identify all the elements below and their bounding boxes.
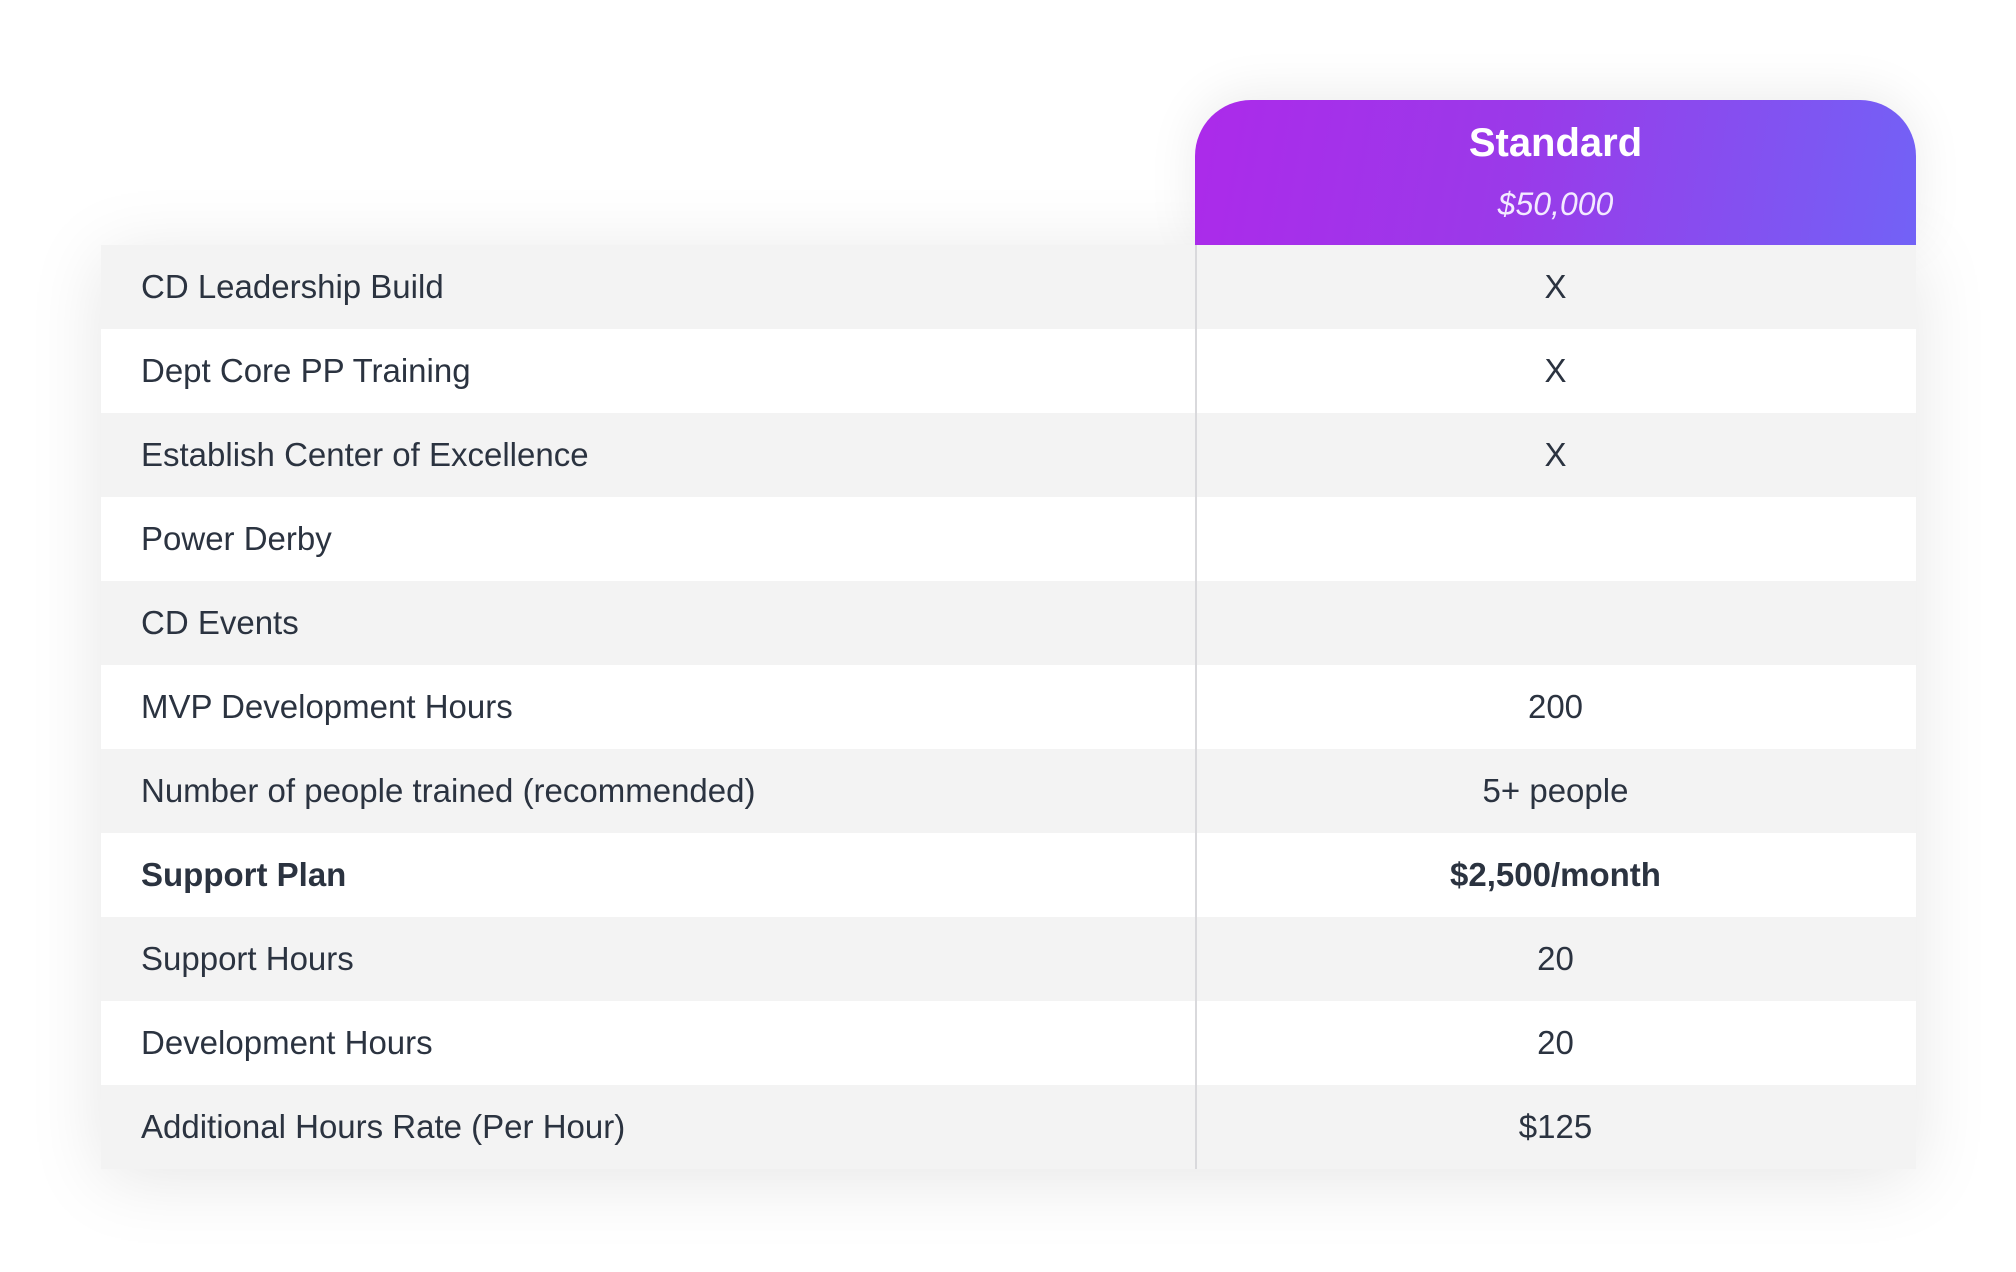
plan-name: Standard [1468, 121, 1643, 165]
row-label: MVP Development Hours [141, 688, 513, 725]
table-row: Number of people trained (recommended) 5… [101, 749, 1916, 833]
row-label: Dept Core PP Training [141, 352, 471, 389]
row-label: Power Derby [141, 520, 332, 557]
table-row: CD Leadership Build X [101, 245, 1916, 329]
table-row-support-plan: Support Plan $2,500/month [101, 833, 1916, 917]
table-row: Support Hours 20 [101, 917, 1916, 1001]
row-label: Development Hours [141, 1024, 433, 1061]
row-value: X [1544, 352, 1567, 389]
table-row: Dept Core PP Training X [101, 329, 1916, 413]
row-value: 5+ people [1482, 772, 1629, 809]
table-row: MVP Development Hours 200 [101, 665, 1916, 749]
row-value: $2,500/month [1450, 856, 1661, 893]
table-row: Additional Hours Rate (Per Hour) $125 [101, 1085, 1916, 1169]
row-value: $125 [1518, 1108, 1593, 1145]
plan-header-standard: Standard $50,000 [1195, 100, 1916, 245]
row-label: Support Plan [141, 856, 347, 893]
row-value: X [1544, 268, 1567, 305]
table-row: Establish Center of Excellence X [101, 413, 1916, 497]
row-value: 20 [1537, 1024, 1574, 1061]
row-label: CD Leadership Build [141, 268, 444, 305]
table-row: Development Hours 20 [101, 1001, 1916, 1085]
table-row: Power Derby [101, 497, 1916, 581]
table-row: CD Events [101, 581, 1916, 665]
row-value: 200 [1527, 688, 1584, 725]
column-divider [1195, 245, 1197, 1169]
row-value: X [1544, 436, 1567, 473]
row-label: Establish Center of Excellence [141, 436, 589, 473]
plan-price: $50,000 [1497, 186, 1614, 222]
comparison-table: CD Leadership Build X Dept Core PP Train… [101, 245, 1916, 1169]
row-label: Additional Hours Rate (Per Hour) [141, 1108, 626, 1145]
row-value: 20 [1537, 940, 1574, 977]
row-label: CD Events [141, 604, 299, 641]
row-label: Support Hours [141, 940, 354, 977]
row-label: Number of people trained (recommended) [141, 772, 756, 809]
